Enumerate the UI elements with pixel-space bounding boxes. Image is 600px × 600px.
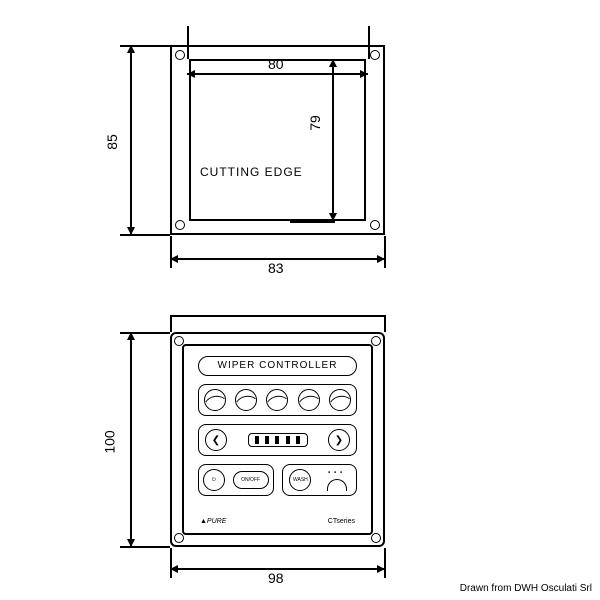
- wiper-button-1[interactable]: [204, 389, 226, 411]
- dim-79-arrow-b: [329, 213, 337, 221]
- dim-98-topext-r: [384, 315, 386, 332]
- spray-icon: [325, 469, 349, 491]
- power-group: ⏻ ON/OFF: [198, 464, 274, 496]
- series-label: CTseries: [328, 518, 355, 525]
- dim-85-label: 85: [104, 134, 120, 150]
- dim-100-ext-t: [120, 332, 170, 334]
- screw-hole-tr: [370, 50, 380, 60]
- dim-98-topline: [170, 315, 385, 317]
- bot-screw-br: [371, 533, 381, 543]
- controller-inner-frame: WIPER CONTROLLER ❮ ❯ ⏻ ON/OFF WASH: [182, 344, 373, 535]
- dim-79-label: 79: [307, 115, 323, 131]
- cutting-edge-label: CUTTING EDGE: [200, 165, 303, 179]
- wiper-button-5[interactable]: [329, 389, 351, 411]
- speed-up-button[interactable]: ❯: [328, 429, 350, 451]
- brand-label: ▲PURE: [200, 518, 226, 525]
- controller-title: WIPER CONTROLLER: [198, 356, 357, 376]
- control-row: ⏻ ON/OFF WASH: [198, 464, 357, 496]
- dim-80-label: 80: [268, 56, 284, 72]
- dim-85-ext-t: [120, 45, 170, 47]
- controller-outer-frame: WIPER CONTROLLER ❮ ❯ ⏻ ON/OFF WASH: [170, 332, 385, 547]
- dim-79-ext-b: [290, 221, 335, 223]
- onoff-button[interactable]: ON/OFF: [233, 471, 269, 489]
- dim-83-ext-r: [384, 236, 386, 268]
- watermark: Drawn from DWH Osculati Srl: [460, 583, 592, 594]
- dim-100-line: [130, 332, 132, 547]
- wiper-button-4[interactable]: [298, 389, 320, 411]
- dim-79-ext-t: [290, 59, 335, 61]
- dim-80-line: [187, 73, 368, 75]
- screw-hole-br: [370, 220, 380, 230]
- dim-80-arrow-l: [187, 70, 195, 78]
- wiper-button-2[interactable]: [235, 389, 257, 411]
- dim-98-topext-l: [170, 315, 172, 332]
- speed-down-button[interactable]: ❮: [205, 429, 227, 451]
- dim-85-line: [130, 45, 132, 235]
- dim-98-ext-r: [384, 548, 386, 578]
- dim-80-arrow-r: [360, 70, 368, 78]
- wash-group: WASH: [282, 464, 358, 496]
- dim-80-ext-l: [187, 26, 189, 59]
- bot-screw-tl: [174, 336, 184, 346]
- dim-83-label: 83: [268, 260, 284, 276]
- dim-100-ext-b: [120, 546, 170, 548]
- dim-100-label: 100: [102, 430, 118, 453]
- dim-85-ext-b: [120, 234, 170, 236]
- bot-screw-bl: [174, 533, 184, 543]
- screw-hole-tl: [175, 50, 185, 60]
- wiper-select-row: [198, 384, 357, 416]
- top-cutout-frame: [189, 59, 366, 221]
- dim-98-label: 98: [268, 570, 284, 586]
- screw-hole-bl: [175, 220, 185, 230]
- speed-indicator: [248, 433, 308, 447]
- wash-button[interactable]: WASH: [289, 469, 311, 491]
- bot-screw-tr: [371, 336, 381, 346]
- speed-row: ❮ ❯: [198, 424, 357, 456]
- dim-80-ext-r: [368, 26, 370, 59]
- wiper-button-3[interactable]: [266, 389, 288, 411]
- power-button[interactable]: ⏻: [203, 469, 225, 491]
- dim-83-ext-l: [170, 236, 172, 268]
- dim-79-line: [332, 59, 334, 221]
- dim-98-ext-l: [170, 548, 172, 578]
